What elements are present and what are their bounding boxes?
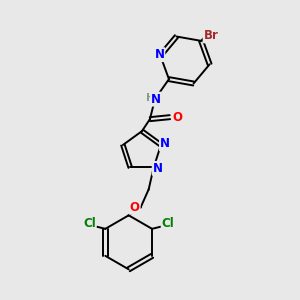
Text: N: N	[154, 48, 164, 61]
Text: Cl: Cl	[162, 217, 174, 230]
Text: O: O	[130, 201, 140, 214]
Text: O: O	[172, 111, 182, 124]
Text: N: N	[151, 93, 161, 106]
Text: N: N	[160, 137, 170, 151]
Text: H: H	[146, 93, 154, 103]
Text: Br: Br	[204, 29, 218, 42]
Text: N: N	[153, 162, 163, 175]
Text: Cl: Cl	[83, 217, 96, 230]
